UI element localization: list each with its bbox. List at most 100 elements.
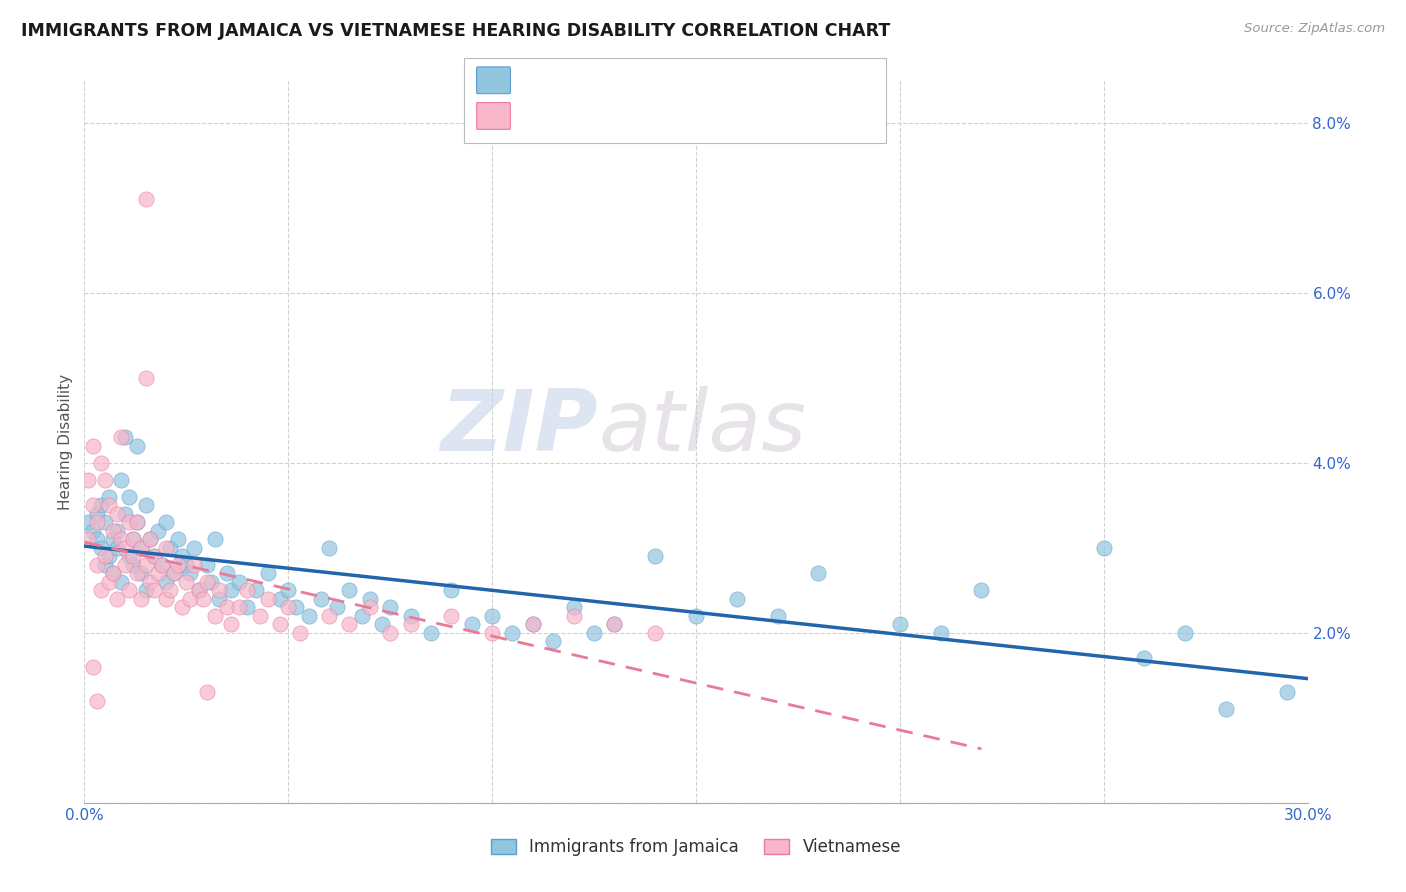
Point bbox=[127, 439, 149, 453]
Point bbox=[155, 541, 177, 555]
Point bbox=[245, 583, 267, 598]
Point bbox=[298, 608, 321, 623]
Point bbox=[138, 574, 160, 589]
Point bbox=[86, 507, 108, 521]
Point bbox=[93, 516, 115, 530]
Point bbox=[204, 608, 226, 623]
Point bbox=[77, 516, 100, 530]
Point bbox=[163, 566, 186, 581]
Point bbox=[644, 625, 666, 640]
Point bbox=[163, 566, 186, 581]
Point bbox=[350, 608, 373, 623]
Point bbox=[122, 558, 145, 572]
Point bbox=[208, 591, 231, 606]
Point bbox=[277, 600, 299, 615]
Point bbox=[135, 583, 157, 598]
Point bbox=[562, 600, 585, 615]
Point bbox=[195, 574, 218, 589]
Point bbox=[228, 574, 250, 589]
Point bbox=[93, 473, 115, 487]
Point bbox=[138, 533, 160, 547]
Point bbox=[766, 608, 789, 623]
Text: ZIP: ZIP bbox=[440, 385, 598, 468]
Point bbox=[159, 583, 181, 598]
Point bbox=[257, 591, 280, 606]
Point bbox=[481, 608, 503, 623]
Point bbox=[90, 498, 112, 512]
Point bbox=[101, 566, 124, 581]
Point bbox=[118, 549, 141, 564]
Point bbox=[522, 617, 544, 632]
Point bbox=[725, 591, 748, 606]
Point bbox=[155, 516, 177, 530]
Text: 75: 75 bbox=[689, 107, 711, 125]
Text: 88: 88 bbox=[689, 71, 711, 89]
Point bbox=[285, 600, 308, 615]
Point bbox=[685, 608, 707, 623]
Point bbox=[217, 566, 239, 581]
Point bbox=[179, 591, 201, 606]
Point bbox=[309, 591, 332, 606]
Point bbox=[131, 566, 153, 581]
Point bbox=[174, 574, 197, 589]
Point bbox=[142, 549, 165, 564]
Point bbox=[359, 600, 381, 615]
Point bbox=[97, 574, 120, 589]
Point bbox=[318, 541, 340, 555]
Point bbox=[82, 439, 104, 453]
Point bbox=[399, 608, 422, 623]
Point bbox=[118, 583, 141, 598]
Text: -0.159: -0.159 bbox=[562, 107, 621, 125]
Point bbox=[135, 498, 157, 512]
Point bbox=[105, 591, 128, 606]
Point bbox=[228, 600, 250, 615]
Point bbox=[135, 192, 157, 206]
Point bbox=[97, 490, 120, 504]
Point bbox=[114, 541, 136, 555]
Point bbox=[90, 583, 112, 598]
Point bbox=[155, 591, 177, 606]
Point bbox=[1174, 625, 1197, 640]
Text: N =: N = bbox=[640, 107, 688, 125]
Point bbox=[105, 524, 128, 538]
Y-axis label: Hearing Disability: Hearing Disability bbox=[58, 374, 73, 509]
Point bbox=[90, 541, 112, 555]
Point bbox=[172, 549, 194, 564]
Text: N =: N = bbox=[640, 71, 688, 89]
Point bbox=[110, 574, 132, 589]
Point bbox=[187, 583, 209, 598]
Point bbox=[420, 625, 443, 640]
Point bbox=[127, 516, 149, 530]
Point bbox=[86, 516, 108, 530]
Point bbox=[970, 583, 993, 598]
Point bbox=[110, 533, 132, 547]
Point bbox=[195, 558, 218, 572]
Point bbox=[86, 533, 108, 547]
Point bbox=[159, 541, 181, 555]
Point bbox=[644, 549, 666, 564]
Point bbox=[269, 617, 291, 632]
Point bbox=[371, 617, 394, 632]
Point bbox=[522, 617, 544, 632]
Point bbox=[359, 591, 381, 606]
Point bbox=[257, 566, 280, 581]
Point bbox=[277, 583, 299, 598]
Point bbox=[807, 566, 830, 581]
Point bbox=[204, 533, 226, 547]
Point bbox=[101, 524, 124, 538]
Point bbox=[219, 617, 242, 632]
Point bbox=[1215, 702, 1237, 716]
Text: atlas: atlas bbox=[598, 385, 806, 468]
Point bbox=[90, 456, 112, 470]
Point bbox=[481, 625, 503, 640]
Point bbox=[135, 558, 157, 572]
Point bbox=[86, 558, 108, 572]
Point bbox=[114, 558, 136, 572]
Point bbox=[77, 473, 100, 487]
Point bbox=[318, 608, 340, 623]
Point bbox=[187, 583, 209, 598]
Point bbox=[97, 549, 120, 564]
Point bbox=[562, 608, 585, 623]
Point bbox=[440, 583, 463, 598]
Point bbox=[135, 371, 157, 385]
